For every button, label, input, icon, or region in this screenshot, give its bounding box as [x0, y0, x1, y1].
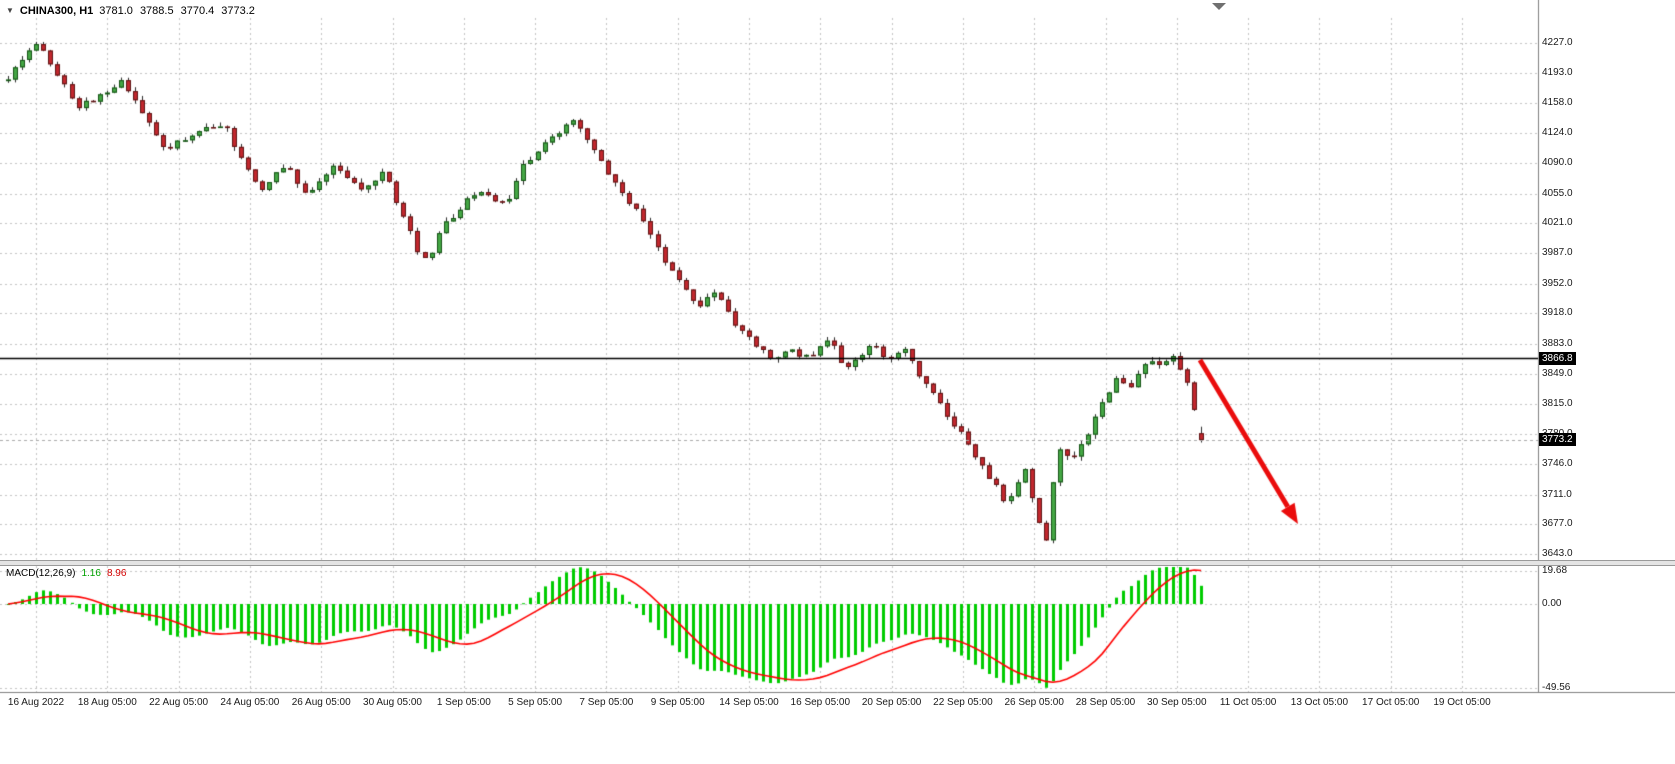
- indicator-title: MACD(12,26,9) 1.16 8.96: [6, 568, 126, 579]
- ohlc-low-value: 3770.4: [180, 5, 215, 17]
- ohlc-high-value: 3788.5: [139, 5, 174, 17]
- chevron-down-icon[interactable]: ▼: [6, 6, 14, 15]
- chart-shift-icon[interactable]: [1212, 3, 1226, 10]
- indicator-signal-value: 8.96: [106, 568, 127, 579]
- indicator-name-label: MACD(12,26,9): [6, 568, 76, 579]
- ohlc-readout: 3781.0 3788.5 3770.4 3773.2: [99, 5, 255, 17]
- indicator-main-value: 1.16: [81, 568, 101, 579]
- symbol-timeframe-label: CHINA300, H1: [19, 5, 94, 17]
- ohlc-open-value: 3781.0: [99, 5, 133, 17]
- ohlc-close-value: 3773.2: [221, 5, 255, 17]
- symbol-header: ▼ CHINA300, H1 3781.0 3788.5 3770.4 3773…: [6, 5, 255, 17]
- panel-splitter[interactable]: [0, 560, 1675, 566]
- price-tag-line: 3866.8: [1539, 352, 1576, 365]
- price-tag-current: 3773.2: [1539, 433, 1576, 446]
